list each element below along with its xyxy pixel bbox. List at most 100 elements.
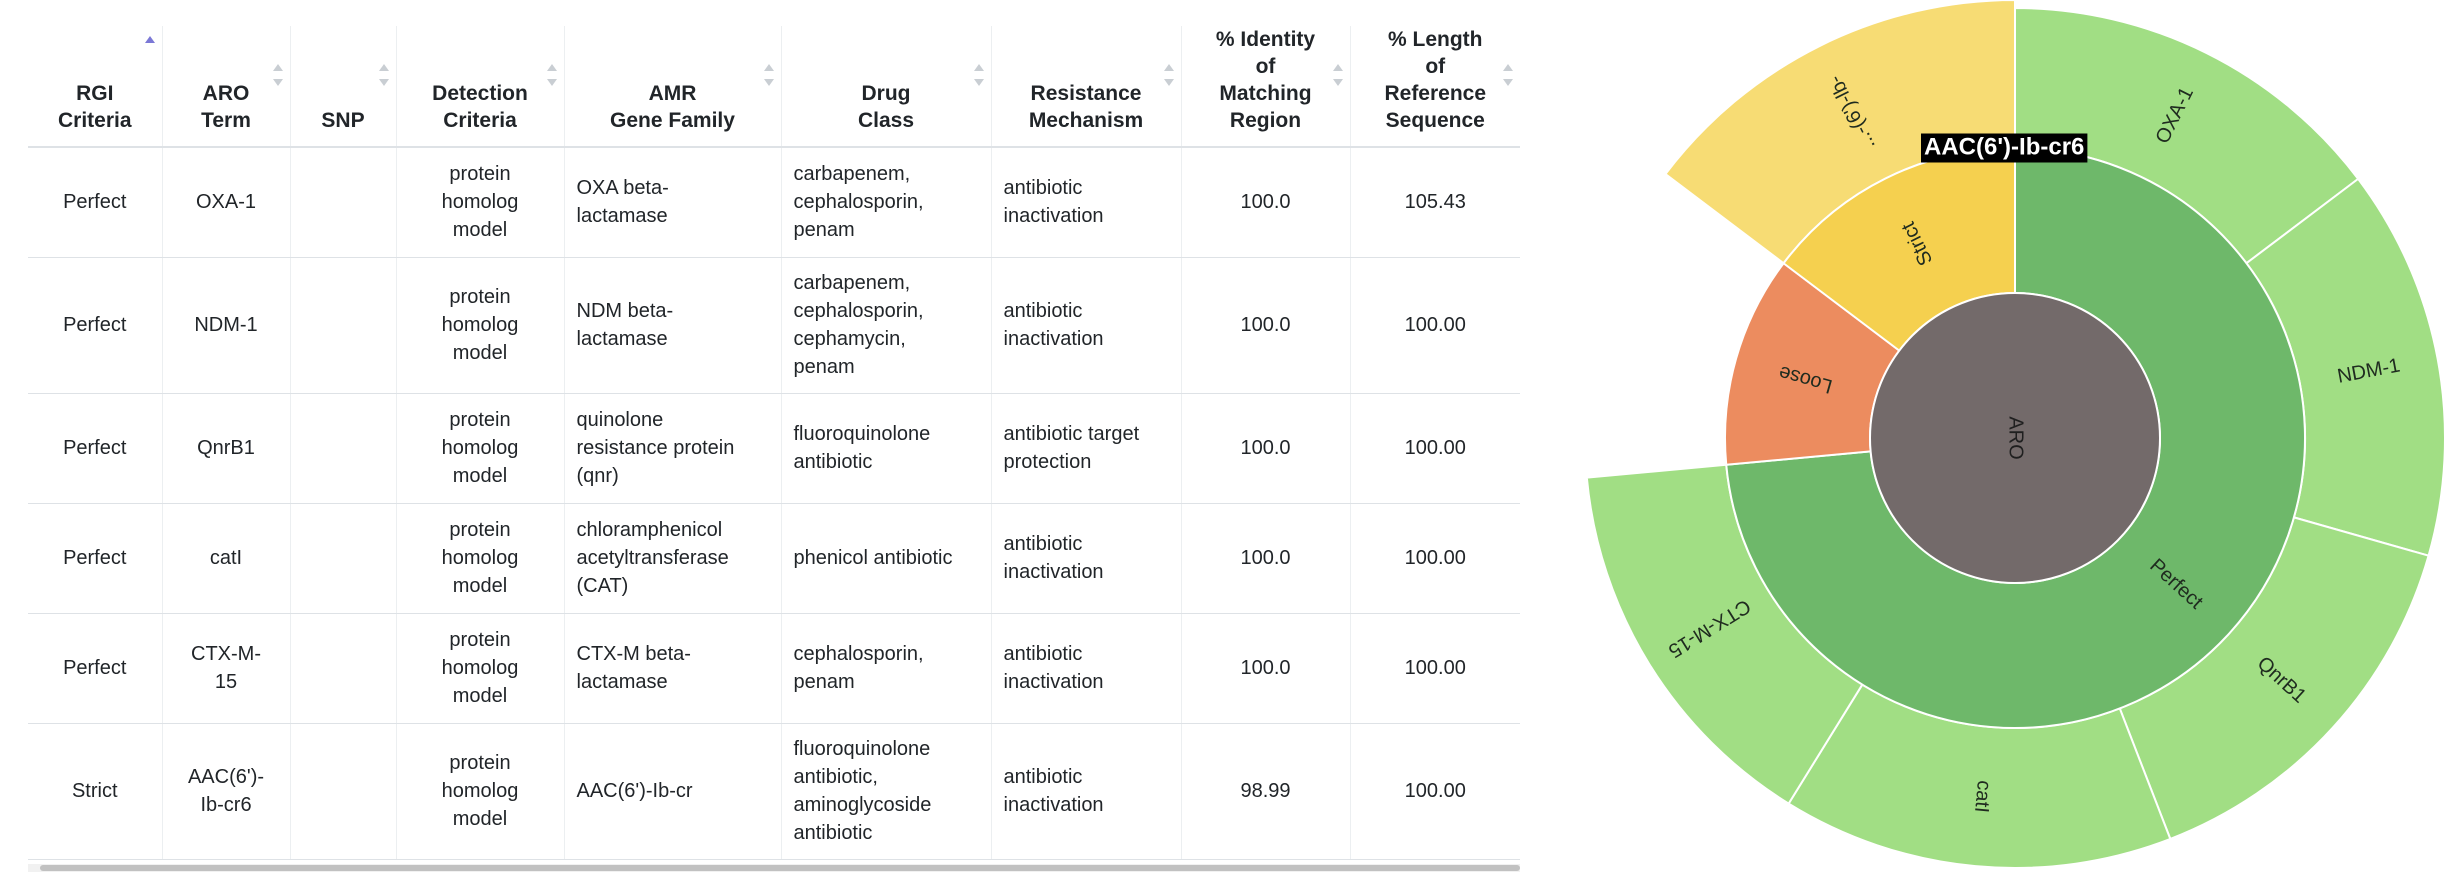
cell-text-line: NDM beta-	[576, 300, 674, 322]
cell-text-line: Mechanism	[1028, 109, 1144, 132]
cell-detection-criteria: protein homolog model	[396, 723, 565, 860]
cell-text-line: protein	[449, 163, 511, 186]
cell-text-line: homolog	[441, 314, 519, 336]
cell-detection-criteria: protein homolog model	[396, 393, 565, 504]
cell-rgi-criteria: Strict	[28, 723, 163, 860]
cell-percent-length: 105.43	[1350, 147, 1520, 258]
cell-text-line: protection	[1003, 451, 1092, 473]
cell-drug-class: fluoroquinolone antibiotic	[781, 393, 992, 504]
cell-text-line: % Identity	[1215, 28, 1316, 51]
cell-text-line: protein	[449, 752, 511, 774]
cell-resistance-mechanism: antibiotic inactivation	[991, 257, 1182, 394]
sort-icon[interactable]	[1332, 64, 1343, 86]
cell-aro-term: OXA-1	[162, 147, 291, 258]
cell-text-line: antibiotic	[1003, 177, 1083, 200]
sort-icon[interactable]	[546, 64, 557, 86]
scrollbar-thumb[interactable]	[40, 865, 1520, 871]
cell-percent-length: 100.00	[1350, 723, 1520, 860]
cell-text-line: Ib-cr6	[200, 794, 252, 816]
cell-text-line: carbapenem,	[793, 272, 911, 294]
cell-text-line: acetyltransferase	[576, 547, 729, 569]
cell-resistance-mechanism: antibiotic inactivation	[991, 147, 1182, 258]
cell-text-line: homolog	[441, 780, 519, 802]
cell-aro-term: QnrB1	[162, 393, 291, 504]
sort-icon[interactable]	[1163, 64, 1174, 86]
cell-text-line: chloramphenicol	[576, 519, 723, 541]
cell-text-line: Reference	[1384, 82, 1487, 105]
sort-ascending-icon[interactable]	[144, 36, 155, 58]
column-header-amr-gene-family[interactable]: AMR Gene Family	[564, 26, 782, 148]
cell-text-line: antibiotic target	[1003, 423, 1140, 445]
cell-text-line: Sequence	[1385, 109, 1485, 132]
cell-detection-criteria: protein homolog model	[396, 257, 565, 394]
cell-snp	[290, 613, 397, 724]
cell-text-line: antibiotic	[793, 451, 873, 473]
cell-percent-length: 100.00	[1350, 613, 1520, 724]
cell-resistance-mechanism: antibiotic inactivation	[991, 723, 1182, 860]
cell-text-line: antibiotic	[1003, 766, 1083, 788]
cell-percent-length: 100.00	[1350, 393, 1520, 504]
column-header-aro-term[interactable]: ARO Term	[162, 26, 291, 148]
cell-text-line: model	[452, 575, 508, 597]
cell-text-line: Gene Family	[610, 109, 735, 132]
cell-text-line: Class	[857, 109, 915, 132]
cell-text-line: antibiotic	[1003, 533, 1083, 555]
cell-text-line: protein	[449, 286, 511, 308]
table-row: Perfect OXA-1 protein homolog model OXA beta-…	[28, 147, 1520, 258]
sunburst-chart: OXA-1NDM-1QnrB1catICTX-M-15...-(6')-lb-P…	[1585, 0, 2446, 869]
cell-drug-class: carbapenem, cephalosporin, cephamycin, pena…	[781, 257, 992, 394]
cell-amr-gene-family: OXA beta-lactamase	[564, 147, 782, 258]
horizontal-scrollbar[interactable]	[28, 864, 1520, 872]
cell-percent-identity: 100.0	[1181, 503, 1351, 614]
table-row: Perfect catI protein homolog model chloramphe…	[28, 503, 1520, 614]
cell-text-line: penam	[793, 356, 855, 378]
column-header-percent-identity[interactable]: % Identity of Matching Region	[1181, 26, 1351, 148]
rgi-results-table: RGI Criteria ARO Term SNP Detection Criteria AM…	[28, 26, 1520, 860]
cell-text-line: model	[452, 685, 508, 707]
cell-text-line: penam	[793, 219, 855, 242]
sunburst-root-segment[interactable]	[1869, 292, 2161, 584]
cell-rgi-criteria: Perfect	[28, 503, 163, 614]
sort-icon[interactable]	[763, 64, 774, 86]
cell-text-line: quinolone	[576, 409, 664, 431]
cell-text-line: Criteria	[57, 109, 132, 132]
cell-text-line: protein	[449, 409, 511, 431]
cell-drug-class: phenicol antibiotic	[781, 503, 992, 614]
column-header-drug-class[interactable]: Drug Class	[781, 26, 992, 148]
sort-icon[interactable]	[973, 64, 984, 86]
column-header-resistance-mechanism[interactable]: Resistance Mechanism	[991, 26, 1182, 148]
cell-text-line: inactivation	[1003, 794, 1104, 816]
sort-icon[interactable]	[272, 64, 283, 86]
cell-text-line: homolog	[441, 191, 519, 214]
cell-snp	[290, 723, 397, 860]
cell-text-line: inactivation	[1003, 671, 1104, 693]
column-header-rgi-criteria[interactable]: RGI Criteria	[28, 26, 163, 148]
cell-detection-criteria: protein homolog model	[396, 503, 565, 614]
cell-text-line: antibiotic	[1003, 300, 1083, 322]
sort-icon[interactable]	[378, 64, 389, 86]
table-header-row: RGI Criteria ARO Term SNP Detection Criteria AM…	[28, 26, 1520, 148]
column-header-percent-length[interactable]: % Length of Reference Sequence	[1350, 26, 1520, 148]
cell-snp	[290, 393, 397, 504]
column-header-snp[interactable]: SNP	[290, 26, 397, 148]
cell-aro-term: AAC(6')- Ib-cr6	[162, 723, 291, 860]
cell-text-line: cephalosporin,	[793, 300, 924, 322]
cell-text-line: 15	[214, 671, 238, 693]
cell-rgi-criteria: Perfect	[28, 613, 163, 724]
sunburst-root-label: ARO	[2005, 416, 2027, 459]
cell-text-line: QnrB1	[197, 437, 255, 459]
cell-percent-identity: 100.0	[1181, 613, 1351, 724]
sort-icon[interactable]	[1503, 64, 1513, 86]
cell-text-line: of	[1255, 55, 1276, 78]
cell-aro-term: catI	[162, 503, 291, 614]
cell-text-line: cephamycin,	[793, 328, 906, 350]
column-header-detection-criteria[interactable]: Detection Criteria	[396, 26, 565, 148]
cell-text-line: AAC(6')-	[187, 766, 265, 788]
cell-text-line: catI	[209, 547, 243, 569]
cell-rgi-criteria: Perfect	[28, 147, 163, 258]
table-body: Perfect OXA-1 protein homolog model OXA beta-…	[28, 147, 1520, 860]
cell-text-line: Criteria	[443, 109, 517, 132]
cell-snp	[290, 147, 397, 258]
cell-text-line: (qnr)	[576, 465, 619, 487]
cell-text-line: Region	[1229, 109, 1302, 132]
